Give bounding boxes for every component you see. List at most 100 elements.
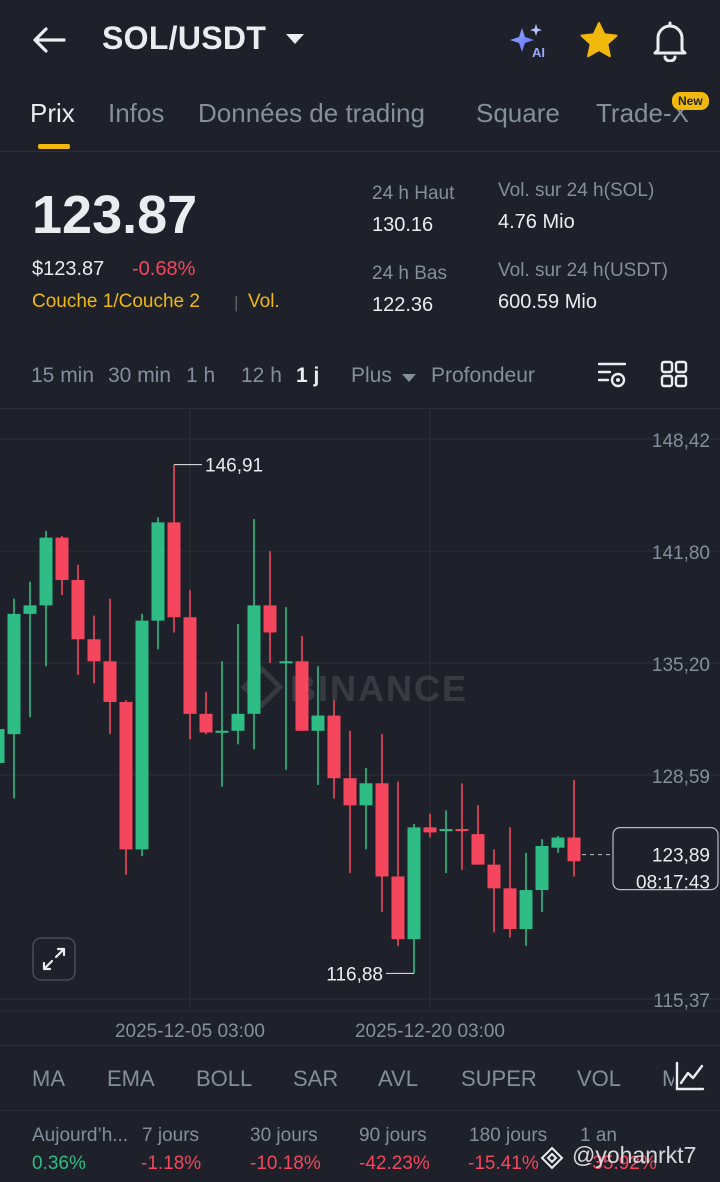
candlestick-chart[interactable]: BINANCE 148,42 141,80 135,20 128,59 115,37 2… (0, 408, 720, 1044)
candle-body (327, 715, 341, 779)
star-icon[interactable] (578, 20, 620, 62)
chevron-down-icon[interactable] (286, 34, 304, 44)
chevron-down-icon[interactable] (402, 374, 416, 382)
last-price-label: 123,89 (652, 846, 710, 867)
candle (359, 768, 373, 850)
y-axis-label: 141,80 (652, 543, 710, 564)
indicator-boll[interactable]: BOLL (196, 1066, 253, 1091)
arrow-left-icon[interactable] (30, 22, 70, 58)
y-axis-label: 128,59 (652, 767, 710, 788)
candle-body (551, 837, 565, 848)
candle-body (7, 613, 21, 735)
perf-value-180d: -15.41% (468, 1153, 539, 1174)
high-24h-label: 24 h Haut (372, 183, 455, 204)
candle-body (263, 605, 277, 633)
candle (535, 839, 549, 913)
indicator-vol[interactable]: VOL (577, 1066, 622, 1091)
candle (199, 691, 213, 735)
candle (0, 729, 5, 763)
high-marker-label: 146,91 (205, 456, 263, 477)
candle-body (215, 730, 229, 733)
indicator-sar[interactable]: SAR (293, 1066, 339, 1091)
low-24h-label: 24 h Bas (372, 263, 447, 284)
bell-icon[interactable] (650, 20, 690, 62)
layout-grid-icon[interactable] (660, 360, 688, 388)
candle-body (375, 783, 389, 877)
indicator-super[interactable]: SUPER (461, 1066, 537, 1091)
expand-icon[interactable] (32, 937, 76, 981)
candle (103, 598, 117, 735)
high-24h-value: 130.16 (372, 214, 434, 236)
candle-body (279, 661, 293, 664)
candle-body (487, 864, 501, 889)
low-24h-value: 122.36 (372, 294, 434, 316)
y-axis-label: 148,42 (652, 431, 710, 452)
perf-label-1y: 1 an (580, 1125, 617, 1146)
perf-value-90d: -42.23% (359, 1153, 430, 1174)
interval-1d[interactable]: 1 j (296, 364, 320, 387)
tab-bar: Prix Infos Données de trading Square Tra… (0, 82, 720, 152)
interval-1h[interactable]: 1 h (186, 364, 216, 387)
indicator-avl[interactable]: AVL (378, 1066, 418, 1091)
candle-body (359, 783, 373, 806)
depth-tab[interactable]: Profondeur (431, 364, 535, 387)
interval-12h[interactable]: 12 h (241, 364, 282, 387)
ai-sparkle-icon[interactable]: AI (508, 22, 550, 60)
indicator-ma[interactable]: MA (32, 1066, 65, 1091)
candle-body (567, 837, 581, 862)
candle (567, 779, 581, 877)
price-change-percent: -0.68% (132, 258, 196, 280)
vol-tag[interactable]: Vol. (248, 291, 280, 312)
candle (503, 827, 517, 938)
candle-body (471, 834, 485, 865)
candle (423, 813, 437, 838)
candle (231, 624, 245, 745)
candle (215, 661, 229, 787)
candle-body (183, 617, 197, 714)
tab-infos[interactable]: Infos (108, 98, 165, 128)
candle-body (167, 522, 181, 618)
x-axis-label: 2025-12-20 03:00 (355, 1021, 505, 1042)
candle (375, 734, 389, 913)
tab-square[interactable]: Square (476, 98, 560, 128)
candle (391, 781, 405, 946)
candle-body (535, 845, 549, 891)
candle-body (391, 876, 405, 940)
perf-value-today: 0.36% (32, 1153, 86, 1174)
candle (455, 783, 469, 870)
tab-prix[interactable]: Prix (30, 98, 75, 128)
pair-title[interactable]: SOL/USDT (102, 20, 267, 56)
vol-base-value: 4.76 Mio (498, 211, 575, 233)
layer-tag[interactable]: Couche 1/Couche 2 (32, 291, 200, 312)
last-price: 123.87 (32, 185, 198, 245)
candle (247, 518, 261, 750)
top-bar: SOL/USDT AI (0, 0, 720, 80)
perf-value-30d: -10.18% (250, 1153, 321, 1174)
candle-body (135, 620, 149, 850)
candle (471, 805, 485, 865)
tab-donnees-de-trading[interactable]: Données de trading (198, 98, 425, 128)
interval-15m[interactable]: 15 min (31, 364, 95, 387)
perf-label-180d: 180 jours (469, 1125, 548, 1146)
watermark-username: @yohanrkt7 (572, 1142, 697, 1168)
candle-body (151, 522, 165, 621)
indicator-ema[interactable]: EMA (107, 1066, 155, 1091)
interval-30m[interactable]: 30 min (108, 364, 172, 387)
candle (343, 730, 357, 874)
last-price-box (612, 827, 719, 891)
candle (87, 615, 101, 684)
chart-settings-icon[interactable] (596, 358, 628, 390)
candle-body (231, 713, 245, 731)
candle-body (455, 829, 469, 832)
candle (487, 849, 501, 933)
chart-canvas[interactable]: BINANCE 148,42 141,80 135,20 128,59 115,37 2… (0, 409, 720, 1045)
interval-plus[interactable]: Plus (351, 364, 392, 387)
y-axis-label: 135,20 (652, 655, 710, 676)
watermark-text: BINANCE (290, 668, 468, 709)
candle (39, 530, 53, 667)
indicator-settings-icon[interactable] (674, 1060, 706, 1092)
candle-body (247, 605, 261, 714)
candle (167, 464, 181, 633)
candle (407, 823, 421, 974)
candle-body (23, 605, 37, 614)
